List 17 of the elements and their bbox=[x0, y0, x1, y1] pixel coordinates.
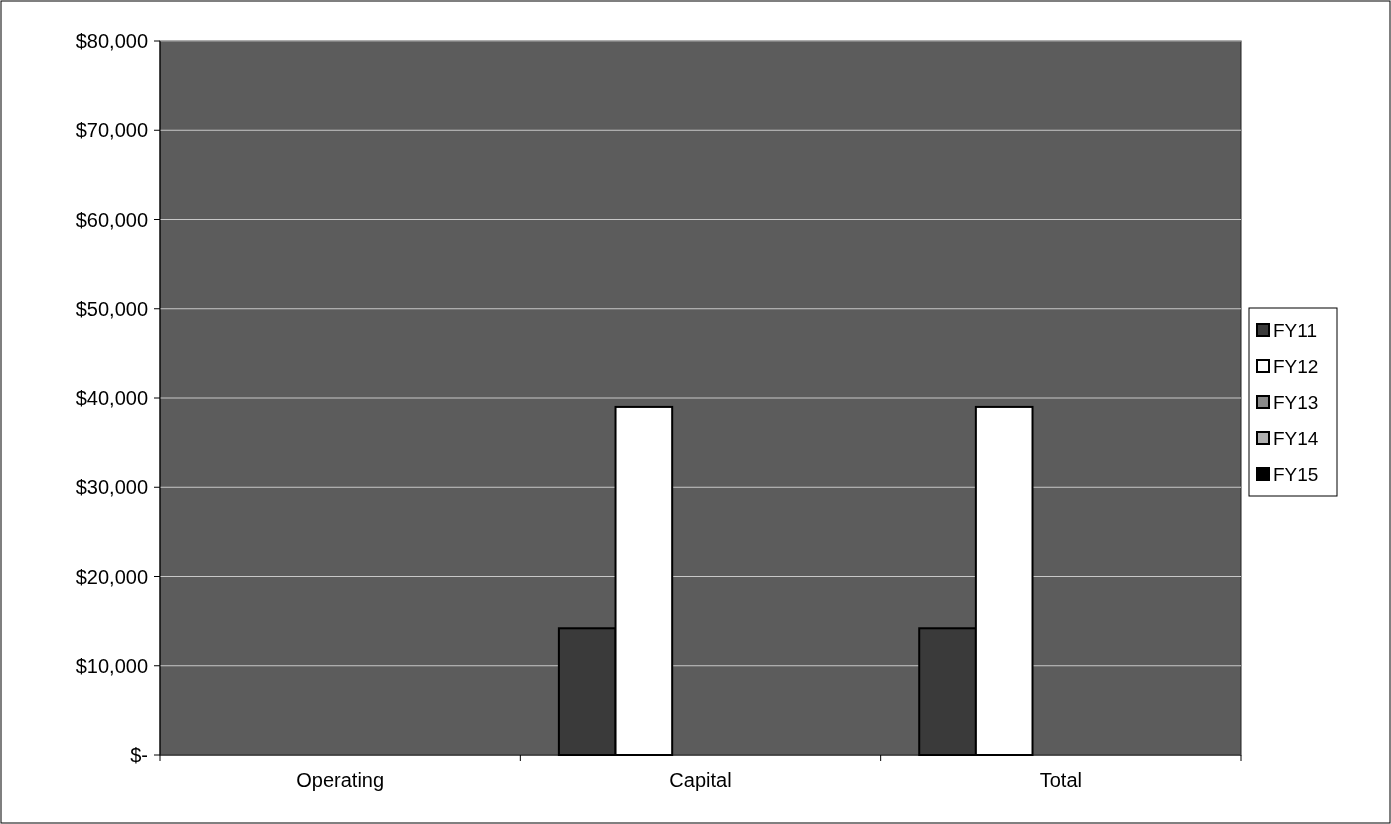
legend-label: FY15 bbox=[1273, 463, 1319, 485]
y-tick-label: $80,000 bbox=[75, 30, 148, 52]
legend-label: FY12 bbox=[1273, 355, 1319, 377]
x-tick-label: Capital bbox=[669, 769, 732, 791]
legend-label: FY13 bbox=[1273, 391, 1319, 413]
y-tick-label: $70,000 bbox=[75, 119, 148, 142]
y-tick-label: $20,000 bbox=[75, 565, 148, 588]
x-tick-label: Total bbox=[1039, 769, 1082, 791]
y-tick-label: $40,000 bbox=[75, 387, 148, 409]
y-tick-label: $50,000 bbox=[75, 297, 148, 320]
x-tick-label: Operating bbox=[296, 769, 385, 791]
y-tick-label: $10,000 bbox=[75, 654, 148, 677]
y-tick-label: $30,000 bbox=[75, 476, 148, 499]
legend-label: FY11 bbox=[1273, 319, 1318, 341]
y-tick-label: $- bbox=[130, 744, 148, 766]
y-tick-label: $60,000 bbox=[75, 208, 148, 231]
legend-label: FY14 bbox=[1273, 427, 1319, 449]
